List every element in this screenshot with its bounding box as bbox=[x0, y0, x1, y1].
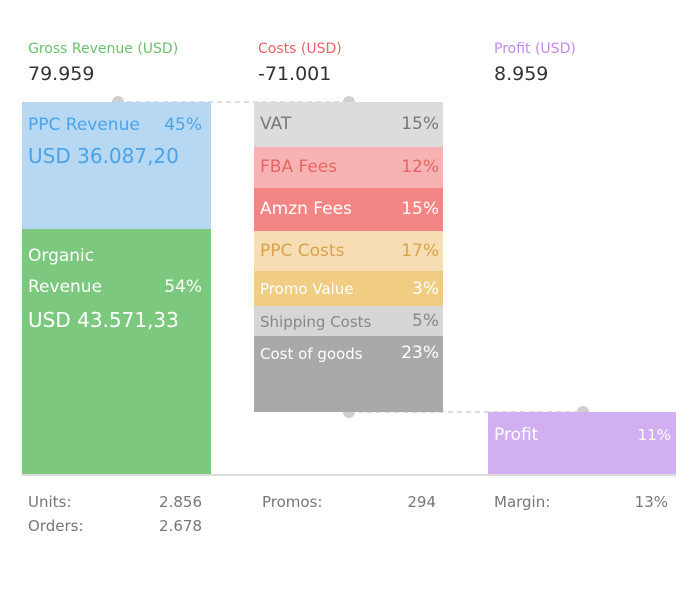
ppc-revenue-amount: USD 36.087,20 bbox=[28, 144, 179, 168]
organic-revenue-name-line2: Revenue bbox=[28, 277, 103, 297]
organic-revenue-amount: USD 43.571,33 bbox=[28, 308, 179, 332]
cost-shipping-name: Shipping Costs bbox=[260, 313, 372, 331]
cost-amzn-fees-name: Amzn Fees bbox=[260, 199, 352, 219]
cost-shipping-pct: 5% bbox=[412, 311, 439, 331]
cost-amzn-fees-block: Amzn Fees 15% bbox=[254, 188, 443, 231]
cost-amzn-fees-pct: 15% bbox=[401, 199, 439, 219]
orders-label: Orders: bbox=[28, 517, 84, 535]
ppc-revenue-pct: 45% bbox=[164, 115, 202, 135]
cost-cogs-name: Cost of goods bbox=[260, 345, 363, 363]
profit-name: Profit bbox=[494, 425, 539, 445]
costs-value: -71.001 bbox=[258, 63, 332, 85]
profit-pct: 11% bbox=[637, 426, 671, 444]
gross-revenue-value: 79.959 bbox=[28, 63, 95, 85]
cost-vat-block: VAT 15% bbox=[254, 102, 443, 147]
cost-promo-value-name: Promo Value bbox=[260, 280, 354, 298]
profit-block: Profit 11% bbox=[488, 412, 676, 474]
cost-fba-fees-pct: 12% bbox=[401, 157, 439, 177]
cost-vat-pct: 15% bbox=[401, 114, 439, 134]
profit-label: Profit (USD) bbox=[494, 41, 576, 57]
cost-vat-name: VAT bbox=[260, 114, 292, 134]
cost-cogs-block: Cost of goods 23% bbox=[254, 336, 443, 412]
units-label: Units: bbox=[28, 493, 72, 511]
cost-promo-value-block: Promo Value 3% bbox=[254, 271, 443, 306]
cost-fba-fees-block: FBA Fees 12% bbox=[254, 147, 443, 188]
margin-value: 13% bbox=[634, 493, 668, 511]
costs-label: Costs (USD) bbox=[258, 41, 342, 57]
ppc-revenue-name: PPC Revenue bbox=[28, 115, 140, 135]
profit-value: 8.959 bbox=[494, 63, 549, 85]
promos-value: 294 bbox=[407, 493, 436, 511]
organic-revenue-name-line1: Organic bbox=[28, 246, 95, 266]
units-value: 2.856 bbox=[159, 493, 202, 511]
organic-revenue-pct: 54% bbox=[164, 277, 202, 297]
cost-ppc-costs-name: PPC Costs bbox=[260, 241, 345, 261]
margin-label: Margin: bbox=[494, 493, 551, 511]
orders-value: 2.678 bbox=[159, 517, 202, 535]
cost-ppc-costs-pct: 17% bbox=[401, 241, 439, 261]
gross-revenue-label: Gross Revenue (USD) bbox=[28, 41, 179, 57]
organic-revenue-block: Organic Revenue 54% USD 43.571,33 bbox=[22, 229, 211, 474]
cost-cogs-pct: 23% bbox=[401, 343, 439, 363]
promos-label: Promos: bbox=[262, 493, 323, 511]
ppc-revenue-block: PPC Revenue 45% USD 36.087,20 bbox=[22, 102, 211, 229]
cost-fba-fees-name: FBA Fees bbox=[260, 157, 338, 177]
baseline bbox=[22, 474, 676, 476]
cost-ppc-costs-block: PPC Costs 17% bbox=[254, 231, 443, 271]
cost-promo-value-pct: 3% bbox=[412, 279, 439, 299]
cost-shipping-block: Shipping Costs 5% bbox=[254, 306, 443, 336]
